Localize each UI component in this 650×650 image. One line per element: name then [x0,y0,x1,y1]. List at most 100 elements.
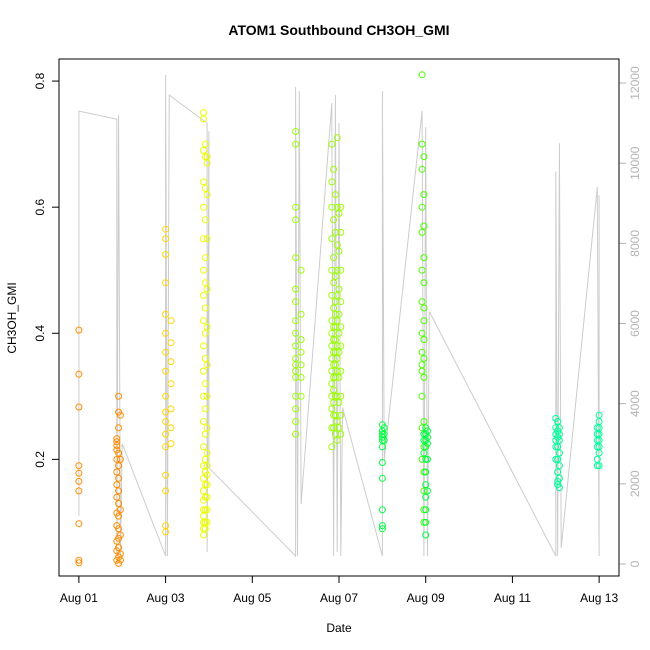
data-point [162,310,170,318]
data-point [200,342,207,350]
data-point [378,459,386,466]
data-point [162,225,170,233]
data-point [331,298,339,306]
data-point [331,323,339,331]
y2-tick-label: 10000 [628,146,642,180]
data-point [200,443,207,451]
data-point [200,146,207,154]
data-point [116,455,124,463]
data-point [200,487,207,495]
data-point [162,235,170,243]
data-point [422,493,430,501]
secondary-line-layer [78,74,600,558]
data-point [203,471,211,479]
data-point [554,443,562,451]
data-point [333,355,341,362]
data-point [201,355,209,362]
data-point [162,348,170,356]
y2-tick-label: 4000 [628,390,642,417]
data-point [113,435,121,443]
data-point [420,317,428,325]
data-point [335,348,343,356]
data-point [297,266,305,274]
data-point [331,373,339,381]
data-point [418,361,426,369]
data-point [554,418,562,425]
data-point [203,518,211,526]
data-point [418,140,426,148]
data-point [201,279,209,287]
data-point [200,392,207,400]
data-point [200,367,207,375]
data-point [115,449,123,457]
data-point [203,323,211,331]
data-point [292,329,300,337]
x-tick-label: Aug 01 [60,591,98,605]
data-point [292,317,300,325]
data-point [328,405,336,413]
data-point [420,153,428,161]
data-point [297,361,305,369]
data-point [337,298,345,306]
data-point [331,336,339,344]
data-point [162,471,170,479]
data-point [554,468,562,476]
data-point [75,520,83,528]
data-point [115,424,123,432]
data-point [335,399,343,407]
data-point [378,443,386,451]
data-point [200,109,207,117]
data-point [328,443,336,451]
data-point [292,254,300,262]
data-point [378,506,386,514]
data-point [328,291,336,299]
data-point [420,222,428,230]
data-point [330,254,338,262]
data-point [167,358,175,366]
data-point [418,266,426,274]
data-point [337,323,345,331]
data-point [203,159,211,167]
x-tick-label: Aug 03 [147,591,185,605]
data-point [115,474,123,482]
data-point [203,285,211,293]
data-point [420,279,428,287]
data-point [292,216,300,224]
data-point [424,455,431,463]
data-point [333,291,341,299]
data-point [201,405,209,413]
data-point [328,355,336,362]
data-point [337,367,345,375]
y-tick-label: 0.6 [33,199,47,216]
data-point [418,298,426,306]
data-point [113,481,121,489]
data-point [555,462,563,470]
data-point [337,228,345,236]
data-point [200,317,207,325]
y2-tick-label: 12000 [628,66,642,100]
data-point [297,336,305,344]
data-point [203,493,211,501]
data-point [167,440,175,448]
data-point [115,512,123,520]
data-point [113,455,121,463]
data-point [201,254,209,262]
data-point [292,405,300,413]
data-point [420,418,428,425]
data-point [162,528,170,536]
data-point [335,424,343,432]
data-point [328,380,336,388]
data-point [162,279,170,287]
data-point [201,430,209,438]
data-point [292,298,300,306]
data-point [422,468,430,476]
data-point [292,140,300,148]
data-point [200,291,207,299]
data-point [420,254,428,262]
data-point [201,216,209,224]
data-point [200,203,207,211]
data-point [203,392,211,400]
chart-title: ATOM1 Southbound CH3OH_GMI [228,22,449,38]
data-point [116,506,124,514]
data-point [292,342,300,350]
